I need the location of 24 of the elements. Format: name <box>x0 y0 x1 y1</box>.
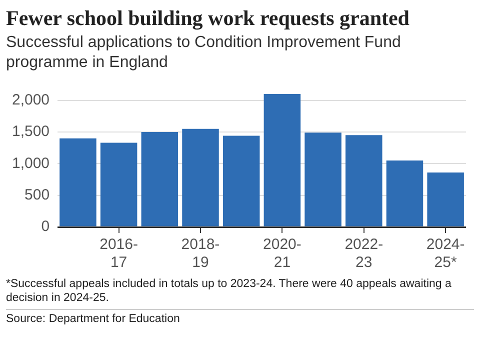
bar <box>100 142 138 226</box>
x-tick-label: 2020-21 <box>263 236 302 272</box>
y-tick-label: 500 <box>24 186 50 204</box>
text: *Successful appeals included in totals up to 2023-24. There were 40 appeals awaiting a decision in 2024-25. <box>6 277 452 305</box>
bar <box>346 135 382 226</box>
bar <box>304 132 342 226</box>
bar <box>427 172 464 226</box>
x-tick-label: 2018-19 <box>181 236 220 272</box>
bar <box>386 160 424 226</box>
source-note: Source: Department for Education <box>6 312 181 326</box>
y-tick-label: 2,000 <box>12 91 50 108</box>
x-tick-label: 2024-25* <box>426 236 465 272</box>
x-tick-label: 2022-23 <box>344 236 384 272</box>
chart-subtitle: Successful applications to Condition Improvement Fund programme in England <box>6 33 402 73</box>
bar <box>141 132 178 226</box>
bar <box>264 94 301 226</box>
bar <box>182 128 219 226</box>
y-tick-label: 1,000 <box>12 154 50 172</box>
y-tick-label: 1,500 <box>12 123 50 140</box>
chart-title: Fewer school building work requests granted <box>6 6 410 31</box>
y-tick-label: 0 <box>41 218 50 236</box>
bar <box>222 136 260 226</box>
bar <box>60 138 96 226</box>
x-tick-label: 2016-17 <box>100 236 138 272</box>
